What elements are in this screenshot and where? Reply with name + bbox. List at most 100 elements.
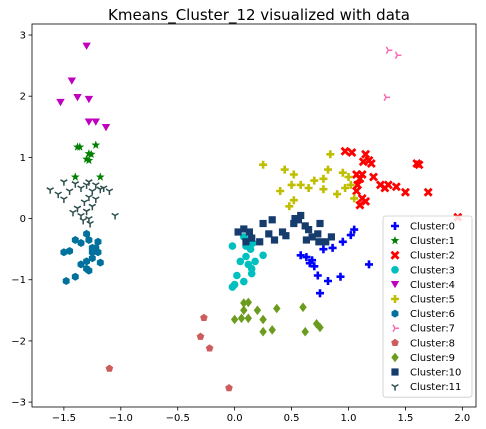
point-cluster-11-11 — [85, 194, 93, 202]
point-cluster-9-8 — [259, 326, 267, 337]
legend-marker-10 — [391, 368, 399, 376]
point-cluster-2-2 — [358, 157, 368, 167]
point-cluster-11-13 — [73, 205, 82, 213]
legend-label: Cluster:6 — [410, 309, 455, 320]
legend-label: Cluster:11 — [410, 382, 461, 393]
point-cluster-2-20 — [414, 160, 424, 170]
point-cluster-2-12 — [355, 200, 365, 210]
point-cluster-8-3 — [225, 384, 233, 392]
point-cluster-6-1 — [77, 239, 85, 247]
point-cluster-5-7 — [319, 174, 328, 183]
point-cluster-4-4 — [84, 95, 94, 104]
point-cluster-0-12 — [316, 289, 324, 298]
point-cluster-1-1 — [75, 142, 85, 151]
point-cluster-4-5 — [84, 118, 94, 126]
point-cluster-6-2 — [83, 229, 91, 238]
legend-label: Cluster:3 — [410, 265, 455, 276]
y-tick-label: −1 — [11, 275, 26, 286]
point-cluster-4-7 — [101, 124, 111, 132]
point-cluster-10-21 — [327, 233, 335, 241]
point-cluster-3-16 — [228, 242, 237, 250]
point-cluster-3-5 — [242, 252, 250, 261]
point-cluster-5-17 — [285, 202, 294, 211]
point-cluster-10-18 — [314, 230, 322, 238]
point-cluster-10-23 — [242, 238, 250, 246]
legend-marker-11 — [391, 383, 399, 391]
point-cluster-1-4 — [86, 149, 96, 159]
legend-marker-7 — [392, 324, 399, 332]
point-cluster-10-14 — [301, 222, 309, 230]
point-cluster-5-0 — [259, 160, 268, 169]
point-cluster-0-4 — [308, 256, 317, 265]
legend-label: Cluster:10 — [410, 368, 461, 379]
point-cluster-5-15 — [350, 194, 359, 203]
point-cluster-10-12 — [294, 216, 302, 224]
point-cluster-2-5 — [366, 159, 376, 168]
point-cluster-9-5 — [244, 313, 252, 324]
point-cluster-0-0 — [296, 251, 305, 260]
point-cluster-4-0 — [82, 42, 91, 50]
point-cluster-11-14 — [69, 209, 77, 217]
point-cluster-11-16 — [82, 208, 91, 216]
point-cluster-0-8 — [338, 237, 347, 246]
point-cluster-11-3 — [77, 185, 85, 192]
point-cluster-5-19 — [338, 168, 347, 177]
x-tick-label: 0.0 — [227, 413, 243, 424]
y-tick-label: −2 — [11, 336, 26, 347]
chart-title: Kmeans_Cluster_12 visualized with data — [108, 6, 410, 25]
point-cluster-6-3 — [85, 236, 93, 244]
point-cluster-1-8 — [70, 172, 80, 181]
point-cluster-4-1 — [67, 77, 76, 85]
point-cluster-11-19 — [79, 217, 87, 225]
data-points — [46, 42, 463, 392]
point-cluster-0-9 — [346, 231, 355, 240]
point-cluster-10-17 — [308, 233, 316, 241]
point-cluster-8-0 — [200, 313, 208, 321]
point-cluster-4-6 — [91, 118, 100, 126]
x-tick-label: 1.5 — [397, 413, 413, 424]
point-cluster-11-5 — [85, 179, 93, 186]
point-cluster-5-1 — [280, 165, 289, 174]
x-tick-label: −1.0 — [109, 413, 133, 424]
point-cluster-5-4 — [296, 180, 305, 189]
legend-box — [382, 215, 473, 398]
legend-marker-2 — [390, 250, 400, 260]
point-cluster-6-0 — [71, 236, 79, 244]
point-cluster-0-5 — [313, 271, 322, 280]
point-cluster-5-10 — [319, 185, 328, 194]
point-cluster-0-7 — [328, 243, 337, 252]
point-cluster-8-1 — [196, 332, 205, 340]
y-tick-label: 3 — [20, 31, 26, 42]
point-cluster-6-7 — [94, 237, 102, 246]
axes: −1.5 −1.0 −0.5 0.0 0.5 1.0 1.5 2.0 −3 −2 −1 0 1 2 3 — [11, 23, 477, 424]
point-cluster-9-13 — [316, 322, 324, 333]
point-cluster-9-7 — [259, 314, 267, 325]
point-cluster-0-13 — [336, 272, 345, 281]
point-cluster-10-3 — [256, 238, 264, 246]
point-cluster-5-5 — [304, 184, 313, 192]
x-tick-label: 2.0 — [454, 413, 470, 424]
point-cluster-6-9 — [88, 254, 96, 263]
legend-label: Cluster:1 — [410, 236, 455, 247]
point-cluster-9-11 — [301, 326, 309, 337]
point-cluster-6-8 — [96, 258, 104, 267]
point-cluster-0-3 — [310, 262, 319, 271]
point-cluster-6-14 — [66, 247, 74, 255]
point-cluster-11-0 — [46, 187, 54, 194]
point-cluster-6-15 — [60, 248, 68, 257]
point-cluster-3-13 — [228, 283, 237, 291]
legend-label: Cluster:8 — [410, 338, 455, 349]
point-cluster-10-4 — [259, 219, 267, 228]
point-cluster-11-25 — [92, 196, 100, 203]
point-cluster-0-1 — [302, 253, 311, 262]
point-cluster-5-6 — [310, 176, 319, 185]
axes-frame — [31, 23, 477, 408]
point-cluster-2-3 — [361, 149, 371, 159]
point-cluster-11-22 — [54, 191, 62, 199]
point-cluster-11-1 — [60, 179, 68, 186]
x-tick-label: −0.5 — [166, 413, 190, 424]
point-cluster-2-0 — [340, 146, 350, 156]
point-cluster-10-15 — [305, 226, 313, 234]
point-cluster-9-2 — [240, 305, 248, 316]
